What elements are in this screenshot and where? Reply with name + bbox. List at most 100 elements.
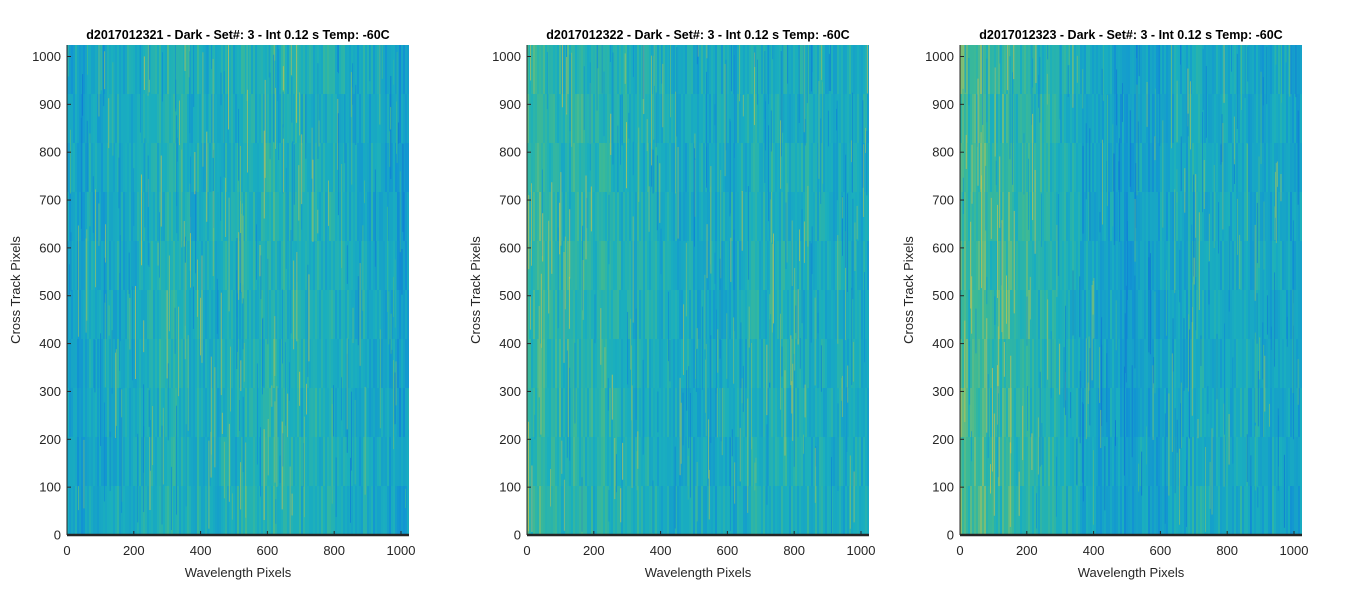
heatmap-cell <box>1004 388 1007 438</box>
heatmap-cell <box>727 486 730 535</box>
heatmap-cell <box>1028 94 1031 144</box>
heatmap-cell <box>980 45 983 95</box>
heatmap-cell <box>661 437 664 487</box>
heatmap-cell <box>807 143 810 193</box>
heatmap-cell <box>187 241 190 291</box>
heatmap-cell <box>371 45 374 95</box>
heatmap-cell <box>133 388 136 438</box>
heatmap-cell <box>375 339 378 389</box>
heatmap-cell <box>215 290 218 340</box>
heatmap-cell <box>555 339 558 389</box>
heatmap-cell <box>627 388 630 438</box>
heatmap-cell <box>545 143 548 193</box>
heatmap-cell <box>595 437 598 487</box>
heatmap-cell <box>1118 45 1121 95</box>
panel-3: 0 200 400 600 800 100001002003004005006007008… <box>901 28 1308 580</box>
heatmap-cell <box>181 437 184 487</box>
heatmap-cell <box>181 192 184 242</box>
heatmap-cell <box>535 241 538 291</box>
heatmap-cell <box>705 486 708 535</box>
heatmap-cell <box>195 339 198 389</box>
heatmap-cell <box>289 45 292 95</box>
heatmap-cell <box>857 143 860 193</box>
heatmap-cell <box>591 339 594 389</box>
heatmap-cell <box>313 388 316 438</box>
heatmap-cell <box>675 290 678 340</box>
heatmap-cell <box>559 486 562 535</box>
heatmap-cell <box>1086 290 1089 340</box>
heatmap-cell <box>349 241 352 291</box>
heatmap-cell <box>643 339 646 389</box>
heatmap-cell <box>645 45 648 95</box>
heatmap-cell <box>77 437 80 487</box>
heatmap-cell <box>687 192 690 242</box>
heatmap-cell <box>181 388 184 438</box>
heatmap-cell <box>992 437 995 487</box>
heatmap-cell <box>127 94 130 144</box>
heatmap-cell <box>653 486 656 535</box>
heatmap-cell <box>203 143 206 193</box>
heatmap-cell <box>817 339 820 389</box>
heatmap-cell <box>405 94 408 144</box>
heatmap-cell <box>349 94 352 144</box>
heatmap-cell <box>261 388 264 438</box>
heatmap-cell <box>275 241 278 291</box>
heatmap-cell <box>641 143 644 193</box>
heatmap-cell <box>183 437 186 487</box>
heatmap-cell <box>970 437 973 487</box>
heatmap-cell <box>1082 94 1085 144</box>
heatmap-cell <box>859 143 862 193</box>
heatmap-cell <box>795 339 798 389</box>
heatmap-cell <box>351 94 354 144</box>
heatmap-cell <box>67 290 70 340</box>
heatmap-cell <box>751 437 754 487</box>
heatmap-cell <box>1112 192 1115 242</box>
heatmap-cell <box>387 143 390 193</box>
heatmap-cell <box>83 486 86 535</box>
heatmap-cell <box>257 437 260 487</box>
heatmap-cell <box>988 437 991 487</box>
heatmap-cell <box>365 192 368 242</box>
heatmap-cell <box>695 45 698 95</box>
heatmap-cell <box>1150 192 1153 242</box>
heatmap-cell <box>113 241 116 291</box>
heatmap-cell <box>779 437 782 487</box>
heatmap-cell <box>403 290 406 340</box>
heatmap-cell <box>191 45 194 95</box>
heatmap-cell <box>103 290 106 340</box>
heatmap-cell <box>1010 241 1013 291</box>
heatmap-cell <box>111 290 114 340</box>
heatmap-cell <box>819 437 822 487</box>
heatmap-cell <box>271 45 274 95</box>
heatmap-cell <box>263 94 266 144</box>
heatmap-cell <box>553 241 556 291</box>
heatmap-cell <box>970 192 973 242</box>
heatmap-cell <box>962 94 965 144</box>
heatmap-cell <box>299 94 302 144</box>
heatmap-cell <box>615 143 618 193</box>
heatmap-cell <box>197 437 200 487</box>
heatmap-cell <box>711 241 714 291</box>
heatmap-cell <box>75 437 78 487</box>
heatmap-cell <box>267 45 270 95</box>
heatmap-cell <box>1074 45 1077 95</box>
heatmap-cell <box>1074 241 1077 291</box>
heatmap-cell <box>1044 437 1047 487</box>
heatmap-cell <box>353 241 356 291</box>
heatmap-cell <box>319 290 322 340</box>
heatmap-cell <box>75 45 78 95</box>
heatmap-cell <box>839 388 842 438</box>
heatmap-cell <box>193 437 196 487</box>
heatmap-cell <box>982 339 985 389</box>
heatmap-cell <box>777 339 780 389</box>
heatmap-cell <box>729 290 732 340</box>
heatmap-cell <box>367 45 370 95</box>
heatmap-cell <box>365 94 368 144</box>
heatmap-cell <box>531 339 534 389</box>
heatmap-cell <box>591 290 594 340</box>
heatmap-cell <box>701 486 704 535</box>
heatmap-cell <box>77 339 80 389</box>
heatmap-cell <box>789 437 792 487</box>
y-tick-label: 800 <box>39 145 61 160</box>
heatmap-cell <box>121 437 124 487</box>
